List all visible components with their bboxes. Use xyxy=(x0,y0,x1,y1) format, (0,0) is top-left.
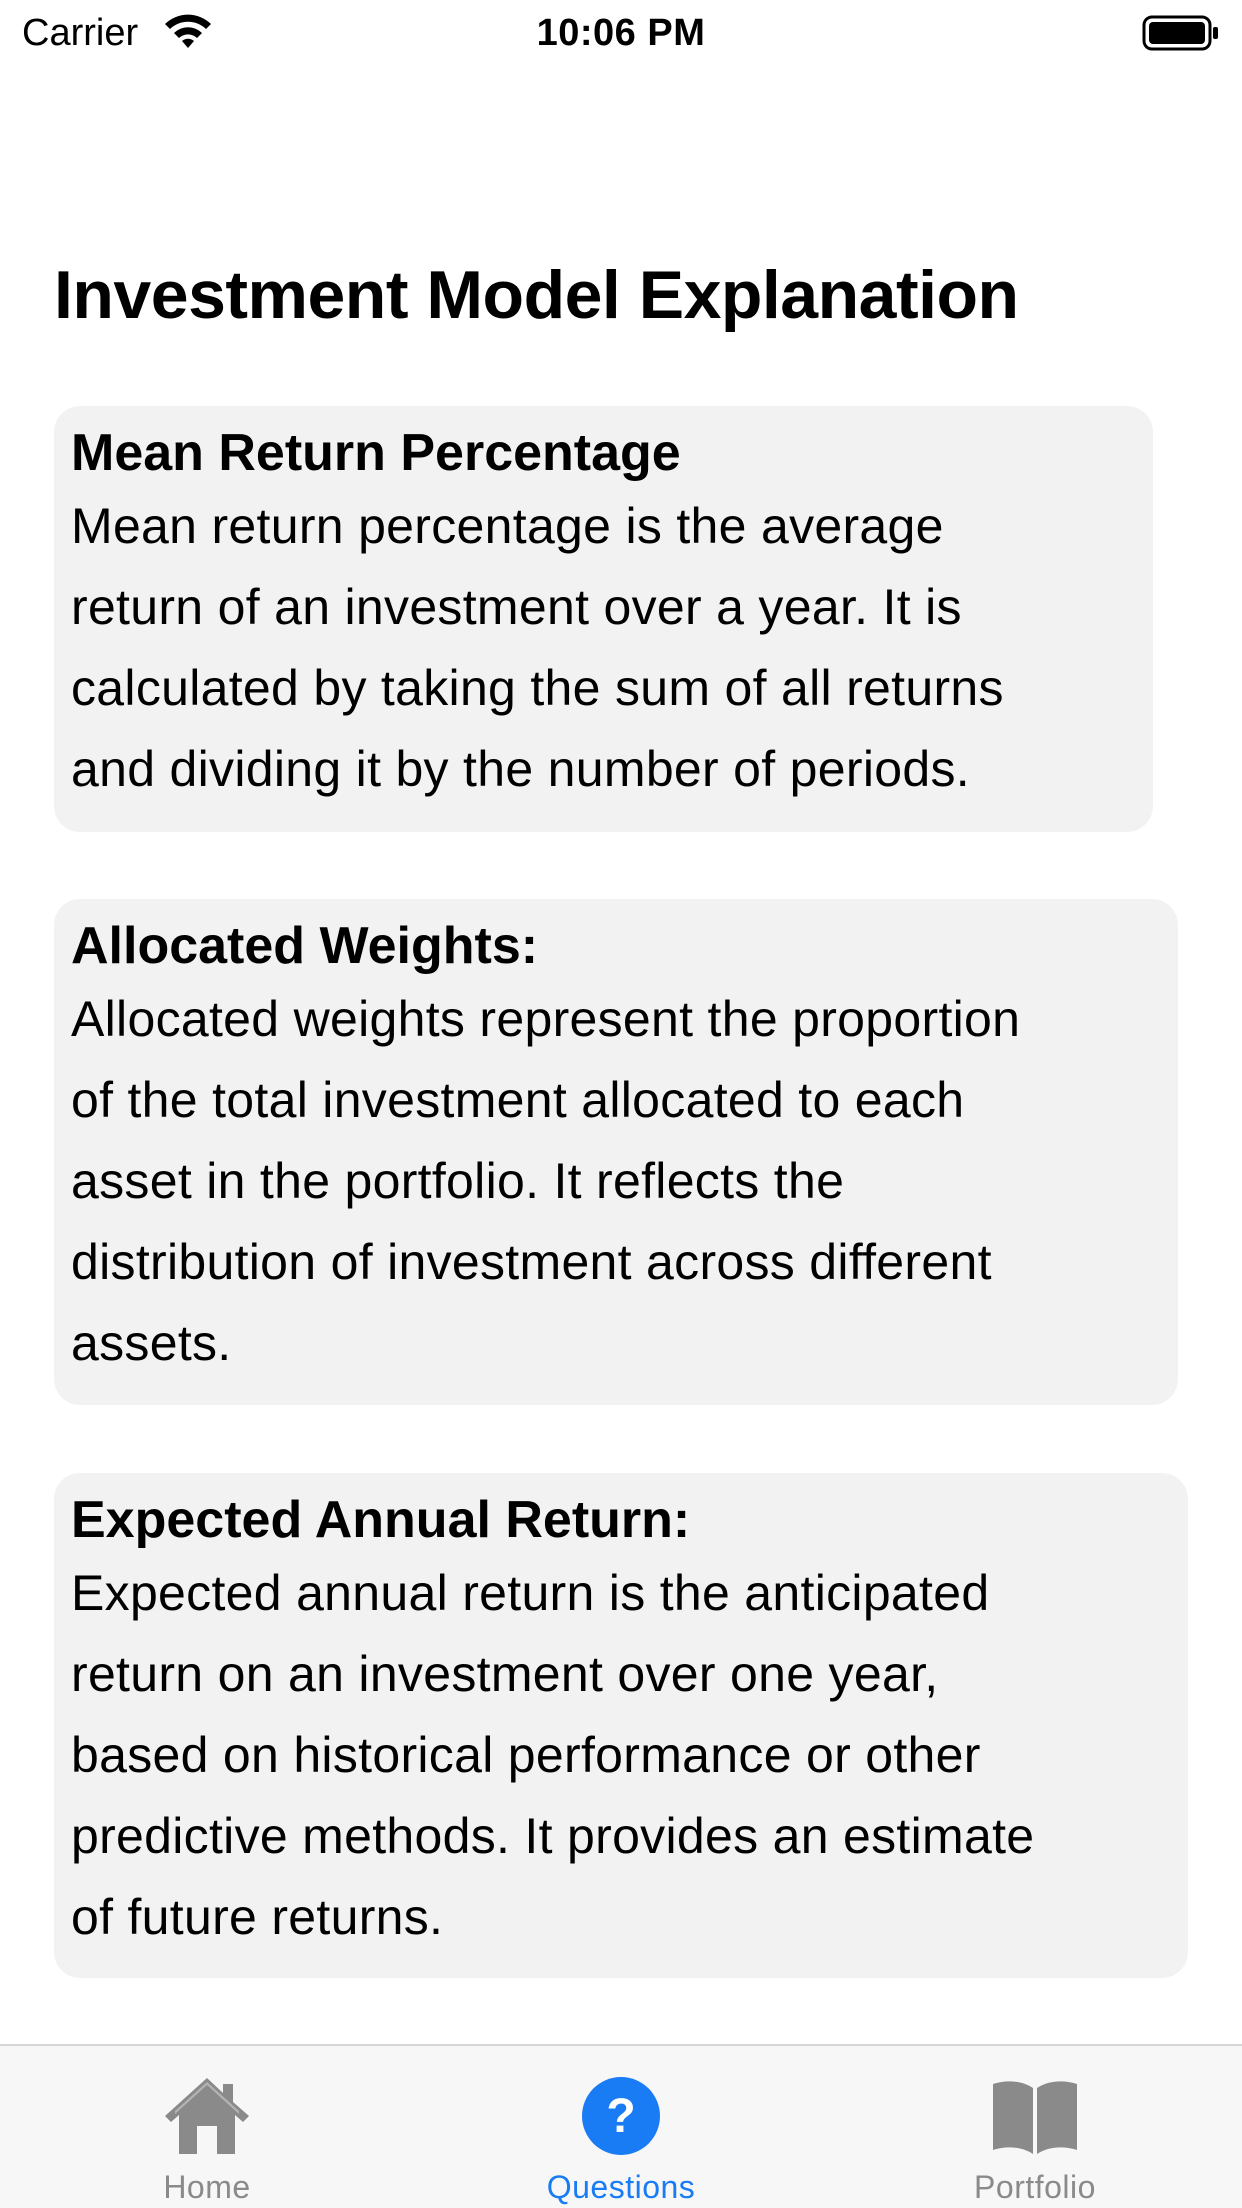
card-body-line: Allocated weights represent the proporti… xyxy=(71,991,1021,1047)
card-body-line: Expected annual return is the anticipate… xyxy=(71,1565,990,1621)
card-body-line: distribution of investment across differ… xyxy=(71,1234,992,1290)
card-body: Allocated weights represent the proporti… xyxy=(71,979,1160,1384)
battery-icon xyxy=(1142,15,1218,51)
card-heading: Allocated Weights: xyxy=(71,917,539,975)
tab-questions[interactable]: ? Questions xyxy=(414,2046,828,2208)
svg-text:?: ? xyxy=(606,2090,635,2143)
carrier-label: Carrier xyxy=(22,12,139,54)
status-time: 10:06 PM xyxy=(536,12,706,54)
tab-bar: Home ? Questions Portfolio xyxy=(0,2044,1242,2208)
explanation-card-expected-annual-return: Expected Annual Return: Expected annual … xyxy=(54,1473,1188,1978)
explanation-card-allocated-weights: Allocated Weights: Allocated weights rep… xyxy=(54,899,1178,1405)
card-body-line: return of an investment over a year. It … xyxy=(71,579,962,635)
card-body-line: Mean return percentage is the average xyxy=(71,498,944,554)
card-body-line: return on an investment over one year, xyxy=(71,1646,939,1702)
book-icon xyxy=(993,2081,1077,2154)
page-title: Investment Model Explanation xyxy=(54,257,1019,333)
card-body-line: predictive methods. It provides an estim… xyxy=(71,1808,1035,1864)
status-bar: Carrier 10:06 PM xyxy=(0,0,1242,66)
card-heading: Mean Return Percentage xyxy=(71,424,681,482)
tab-label-portfolio: Portfolio xyxy=(974,2169,1096,2205)
card-body-line: calculated by taking the sum of all retu… xyxy=(71,660,1004,716)
card-body-line: based on historical performance or other xyxy=(71,1727,981,1783)
home-icon xyxy=(165,2078,249,2154)
tab-label-questions: Questions xyxy=(546,2169,696,2205)
card-body: Mean return percentage is the average re… xyxy=(71,486,1135,810)
explanation-card-mean-return: Mean Return Percentage Mean return perce… xyxy=(54,406,1153,832)
card-body: Expected annual return is the anticipate… xyxy=(71,1553,1170,1958)
card-body-line: and dividing it by the number of periods… xyxy=(71,741,970,797)
card-body-line: asset in the portfolio. It reflects the xyxy=(71,1153,845,1209)
card-body-line: of future returns. xyxy=(71,1889,444,1945)
card-heading: Expected Annual Return: xyxy=(71,1491,691,1549)
tab-label-home: Home xyxy=(163,2169,251,2205)
wifi-icon xyxy=(165,14,211,48)
card-body-line: of the total investment allocated to eac… xyxy=(71,1072,965,1128)
question-circle-icon: ? xyxy=(582,2077,660,2155)
tab-portfolio[interactable]: Portfolio xyxy=(828,2046,1242,2208)
card-body-line: assets. xyxy=(71,1315,232,1371)
tab-home[interactable]: Home xyxy=(0,2046,414,2208)
